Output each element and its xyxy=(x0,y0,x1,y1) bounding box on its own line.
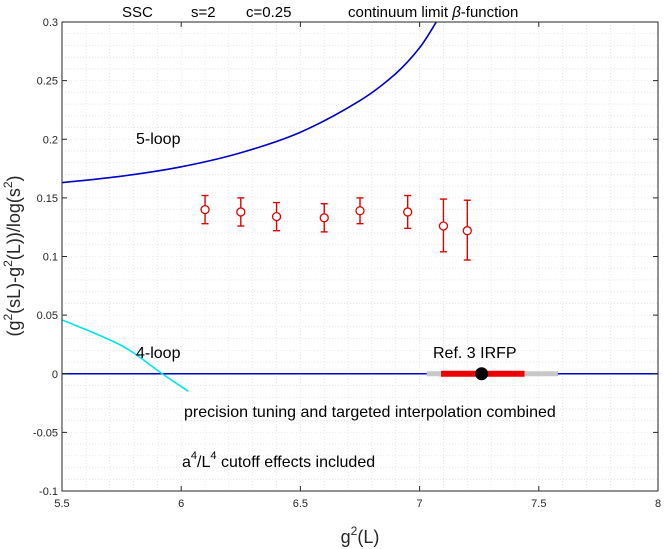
y-tick-label: 0.3 xyxy=(43,17,58,29)
y-tick-label: 0.15 xyxy=(37,193,58,205)
data-point xyxy=(355,206,365,216)
cutoff-a: a xyxy=(182,454,191,471)
y-tick-label: 0.05 xyxy=(37,310,58,322)
xlabel-sup: 2 xyxy=(351,524,358,538)
ylabel-p4: ) xyxy=(4,175,24,181)
axis-ticks: 5.5 6 6.5 7 7.5 8 -0.1 -0.05 0 0.05 0.1 0.15 0.2 0.25… xyxy=(33,17,661,510)
cutoff-sup1: 4 xyxy=(191,450,197,462)
cutoff-sup2: 4 xyxy=(210,450,216,462)
x-tick-label: 7 xyxy=(417,498,423,510)
xlabel-rest: (L) xyxy=(357,527,379,547)
data-point xyxy=(200,204,210,215)
y-tick-label: -0.05 xyxy=(33,427,58,439)
five-loop-label: 5-loop xyxy=(136,131,181,148)
y-axis-label: (g2(sL)-g2(L))/log(s2) xyxy=(1,175,24,336)
title-label-post: -function xyxy=(461,4,519,21)
data-point xyxy=(462,226,472,236)
y-tick-label: 0 xyxy=(52,369,58,381)
data-point xyxy=(271,211,282,222)
title-label: continuum limit β-function xyxy=(348,4,518,21)
title-s: s=2 xyxy=(191,4,216,21)
curves xyxy=(61,21,658,393)
data-points xyxy=(200,194,472,261)
data-point xyxy=(319,213,329,223)
cutoff-annotation: a4/L4 cutoff effects included xyxy=(182,450,375,471)
y-tick-label: 0.1 xyxy=(43,252,58,264)
data-point xyxy=(236,207,246,217)
title-prefix: SSC xyxy=(122,4,153,21)
chart-title: SSC s=2 c=0.25 continuum limit β-functio… xyxy=(122,4,518,21)
precision-annotation: precision tuning and targeted interpolat… xyxy=(184,404,556,421)
ylabel-p3: (L))/log(s xyxy=(4,188,24,260)
y-tick-label: 0.2 xyxy=(43,134,58,146)
title-beta: β xyxy=(451,4,461,21)
x-tick-label: 8 xyxy=(655,498,661,510)
x-tick-label: 7.5 xyxy=(531,498,546,510)
irfp-center-point xyxy=(475,367,489,381)
cutoff-mid: /L xyxy=(197,454,210,471)
irfp-label: Ref. 3 IRFP xyxy=(433,345,517,362)
xlabel-base: g xyxy=(341,527,351,547)
title-label-pre: continuum limit xyxy=(348,4,449,21)
x-tick-label: 5.5 xyxy=(54,498,69,510)
four-loop-curve xyxy=(61,319,189,393)
ylabel-p2: (sL)-g xyxy=(4,267,24,314)
data-point xyxy=(403,207,413,217)
y-tick-label: -0.1 xyxy=(39,486,58,498)
five-loop-curve xyxy=(61,21,437,184)
ylabel-s3: 2 xyxy=(1,181,15,188)
plot-frame xyxy=(61,21,659,492)
cutoff-rest: cutoff effects included xyxy=(217,454,376,471)
ylabel-s1: 2 xyxy=(1,314,15,321)
y-tick-label: 0.25 xyxy=(37,76,58,88)
x-tick-label: 6 xyxy=(178,498,184,510)
ylabel-s2: 2 xyxy=(1,260,15,267)
title-c: c=0.25 xyxy=(246,4,291,21)
x-tick-label: 6.5 xyxy=(293,498,308,510)
ylabel-p1: (g xyxy=(4,321,24,337)
x-axis-label: g2(L) xyxy=(341,524,380,547)
irfp-marker xyxy=(426,367,558,381)
data-point xyxy=(438,221,449,231)
four-loop-label: 4-loop xyxy=(136,345,181,362)
